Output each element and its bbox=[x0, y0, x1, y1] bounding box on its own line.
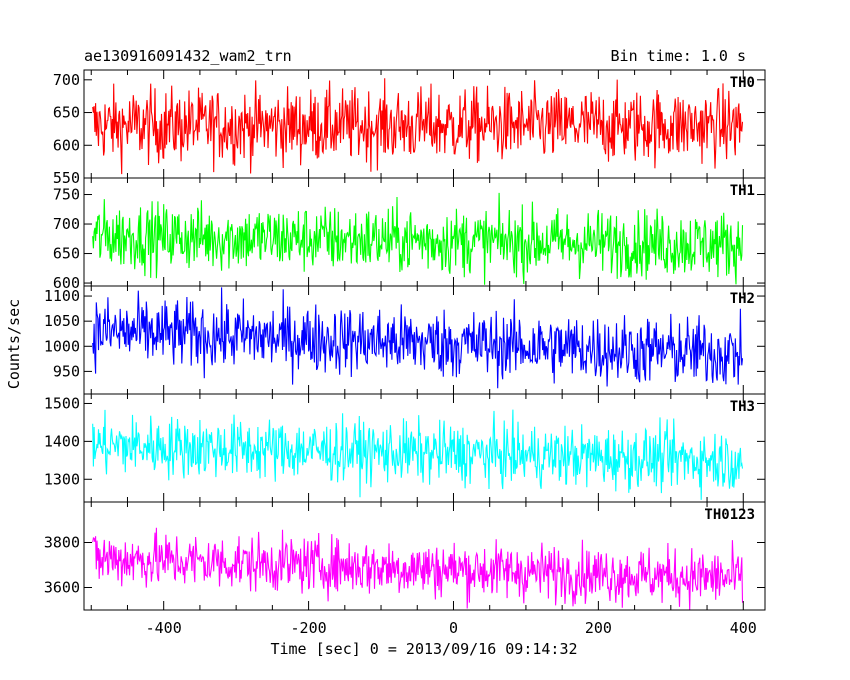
y-tick-label-th2: 1050 bbox=[44, 312, 80, 330]
x-axis: -400 -200 0 200 400 bbox=[146, 619, 757, 637]
panel-th3: 1300 1400 1500 TH3 bbox=[44, 393, 766, 503]
x-tick-label: 0 bbox=[449, 619, 458, 637]
x-axis-title: Time [sec] 0 = 2013/09/16 09:14:32 bbox=[270, 640, 577, 658]
y-tick-label-th0: 600 bbox=[53, 136, 80, 154]
panel-th0: 550 600 650 700 TH0 bbox=[53, 69, 766, 187]
y-tick-label-th1: 750 bbox=[53, 186, 80, 204]
x-tick-label: 200 bbox=[585, 619, 612, 637]
y-tick-label-th0123: 3600 bbox=[44, 579, 80, 597]
panel-label-th0123: TH0123 bbox=[704, 507, 755, 523]
y-tick-label-th0: 650 bbox=[53, 104, 80, 122]
y-tick-label-th0: 700 bbox=[53, 71, 80, 89]
panel-th1: 600 650 700 750 TH1 bbox=[53, 177, 766, 292]
series-line-th1 bbox=[92, 192, 744, 285]
series-line-th3 bbox=[92, 409, 744, 500]
panel-label-th1: TH1 bbox=[730, 183, 755, 199]
y-axis-title: Counts/sec bbox=[5, 299, 23, 389]
y-tick-label-th2: 950 bbox=[53, 362, 80, 380]
panels-group: 550 600 650 700 TH0 600 650 700 750 TH1 950 1000 105… bbox=[44, 69, 766, 611]
y-tick-label-th1: 700 bbox=[53, 215, 80, 233]
x-tick-label: 400 bbox=[730, 619, 757, 637]
y-tick-label-th3: 1500 bbox=[44, 394, 80, 412]
series-line-th2 bbox=[92, 287, 744, 389]
panel-label-th3: TH3 bbox=[730, 399, 755, 415]
panel-th0123: 3600 3800 TH0123 bbox=[44, 501, 766, 611]
y-tick-label-th1: 600 bbox=[53, 274, 80, 292]
y-tick-label-th3: 1300 bbox=[44, 470, 80, 488]
y-tick-label-th2: 1000 bbox=[44, 337, 80, 355]
panel-frame-th0123 bbox=[83, 501, 766, 611]
panel-label-th2: TH2 bbox=[730, 291, 755, 307]
panel-th2: 950 1000 1050 1100 TH2 bbox=[44, 285, 766, 395]
x-tick-label: -200 bbox=[291, 619, 327, 637]
y-tick-label-th0: 550 bbox=[53, 169, 80, 187]
series-line-th0123 bbox=[92, 527, 744, 610]
x-tick-label: -400 bbox=[146, 619, 182, 637]
y-tick-label-th3: 1400 bbox=[44, 432, 80, 450]
series-line-th0 bbox=[92, 78, 744, 175]
chart-title: ae130916091432_wam2_trn bbox=[84, 47, 292, 65]
y-tick-label-th2: 1100 bbox=[44, 287, 80, 305]
bin-time-label: Bin time: 1.0 s bbox=[611, 47, 746, 65]
panel-label-th0: TH0 bbox=[730, 75, 755, 91]
y-tick-label-th0123: 3800 bbox=[44, 534, 80, 552]
y-tick-label-th1: 650 bbox=[53, 245, 80, 263]
